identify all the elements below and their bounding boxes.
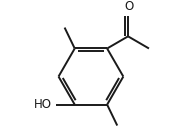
Text: HO: HO [34,98,52,111]
Text: O: O [125,0,134,13]
